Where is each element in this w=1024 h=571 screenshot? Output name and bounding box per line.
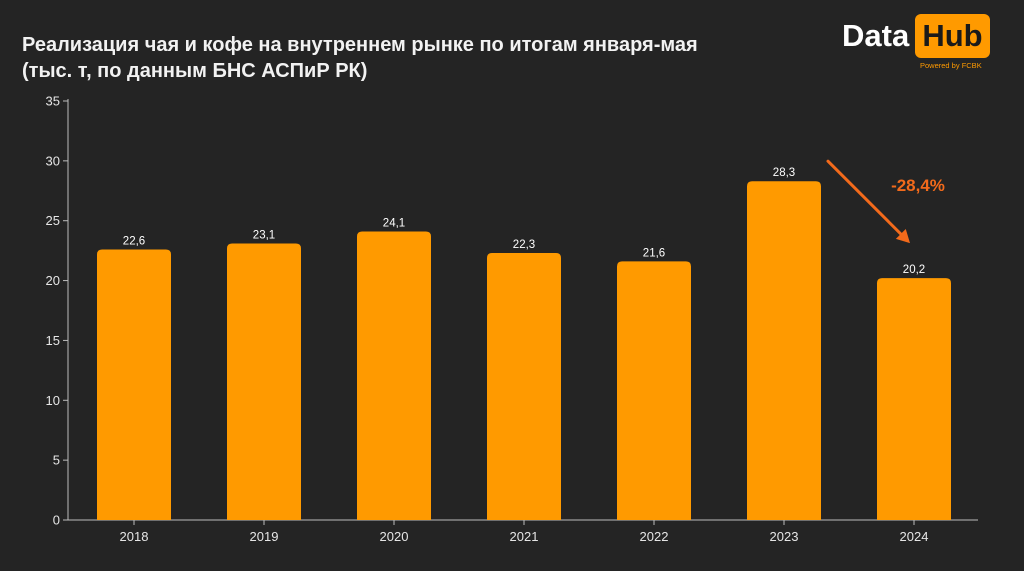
- y-tick-label: 35: [46, 94, 60, 109]
- datahub-logo: Data Hub Powered by FCBK: [842, 14, 992, 74]
- bar: [97, 249, 171, 520]
- x-tick-label: 2019: [250, 529, 279, 544]
- bar-value-label: 20,2: [903, 264, 925, 276]
- bar: [227, 243, 301, 520]
- chart-title: Реализация чая и кофе на внутреннем рынк…: [22, 32, 698, 84]
- bar: [617, 261, 691, 520]
- annotation-arrow-head: [895, 229, 910, 244]
- y-tick-label: 25: [46, 213, 60, 228]
- bar-value-label: 22,6: [123, 235, 145, 247]
- bar: [877, 278, 951, 520]
- logo-word-data: Data: [842, 18, 910, 53]
- x-tick-label: 2024: [900, 529, 929, 544]
- y-tick-label: 10: [46, 393, 60, 408]
- x-tick-label: 2020: [380, 529, 409, 544]
- bar-value-label: 24,1: [383, 217, 405, 229]
- x-tick-label: 2018: [120, 529, 149, 544]
- chart-subtitle: (тыс. т, по данным БНС АСПиР РК): [22, 60, 368, 82]
- x-tick-label: 2023: [770, 529, 799, 544]
- y-tick-label: 5: [53, 453, 60, 468]
- x-tick-label: 2021: [510, 529, 539, 544]
- annotation-change-label: -28,4%: [891, 176, 945, 195]
- bar-value-label: 22,3: [513, 239, 535, 251]
- x-tick-label: 2022: [640, 529, 669, 544]
- logo-word-hub: Hub: [915, 14, 990, 58]
- bar: [487, 253, 561, 520]
- bar-value-label: 21,6: [643, 247, 665, 259]
- annotation-arrow-line: [826, 159, 907, 240]
- bar-value-label: 23,1: [253, 229, 275, 241]
- y-tick-label: 20: [46, 273, 60, 288]
- y-tick-label: 15: [46, 333, 60, 348]
- bar: [357, 231, 431, 520]
- bar: [747, 181, 821, 521]
- logo-powered-by: Powered by FCBK: [920, 61, 982, 70]
- y-tick-label: 30: [46, 153, 60, 168]
- chart-title-line1: Реализация чая и кофе на внутреннем рынк…: [22, 34, 698, 56]
- bar-value-label: 28,3: [773, 167, 795, 179]
- y-tick-label: 0: [53, 513, 60, 528]
